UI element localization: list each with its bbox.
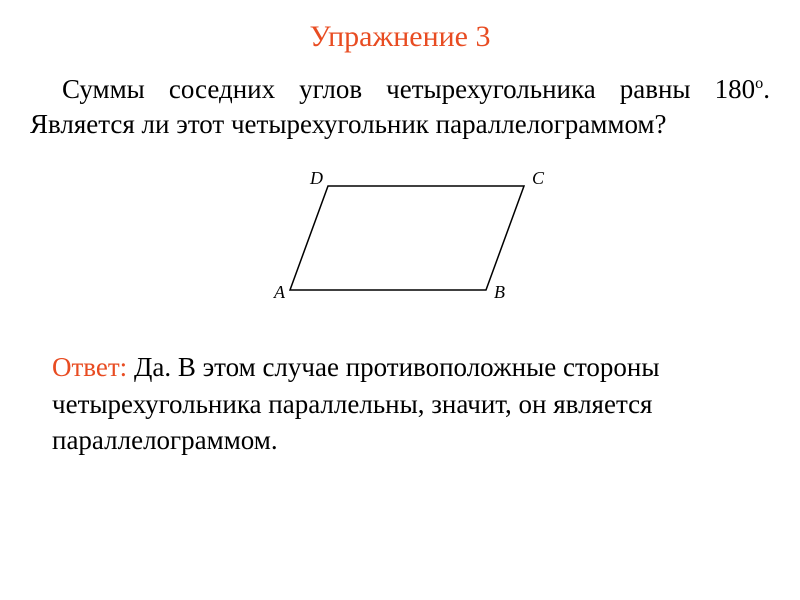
- answer-text: Да. В этом случае противоположные сторон…: [52, 352, 660, 455]
- parallelogram-diagram: A B C D: [240, 160, 560, 325]
- vertex-label-d: D: [309, 168, 323, 188]
- problem-part1: Суммы соседних углов четырехугольника ра…: [62, 74, 755, 104]
- parallelogram-svg: A B C D: [240, 160, 560, 320]
- diagram-container: A B C D: [30, 160, 770, 325]
- vertex-label-b: B: [494, 282, 505, 302]
- answer-label: Ответ:: [52, 352, 127, 382]
- parallelogram-shape: [290, 186, 524, 290]
- vertex-label-c: C: [532, 168, 545, 188]
- vertex-label-a: A: [273, 282, 286, 302]
- problem-statement: Суммы соседних углов четырехугольника ра…: [30, 72, 770, 142]
- exercise-title: Упражнение 3: [30, 20, 770, 54]
- answer-block: Ответ: Да. В этом случае противоположные…: [30, 349, 770, 458]
